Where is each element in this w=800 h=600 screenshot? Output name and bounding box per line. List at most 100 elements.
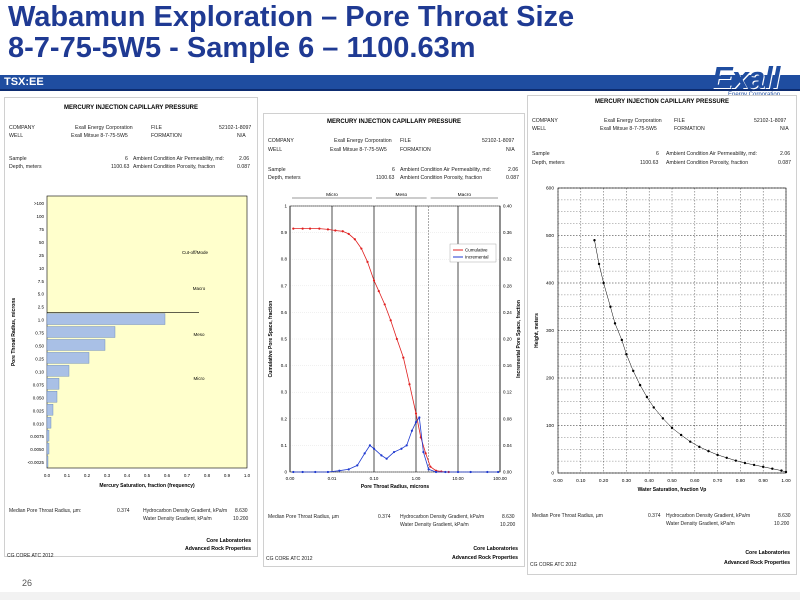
histogram-category-label: 50 bbox=[39, 240, 45, 245]
hs-x-axis-label: Water Saturation, fraction Vp bbox=[638, 487, 707, 493]
panel1-water-value: 10.200 bbox=[233, 516, 249, 522]
histogram-category-label: <0.0025 bbox=[28, 460, 45, 465]
panel1-core-arp: Advanced Rock Properties bbox=[184, 546, 251, 552]
cumulative-x-tick-label: 0.00 bbox=[286, 476, 295, 481]
cumulative-series-point bbox=[356, 464, 359, 467]
panel1-hc-value: 8.630 bbox=[235, 508, 248, 514]
hs-x-tick-label: 1.00 bbox=[781, 478, 791, 484]
cumulative-x-tick-label: 0.10 bbox=[370, 476, 379, 481]
hs-series-point bbox=[593, 239, 596, 242]
histogram-x-tick-label: 0.4 bbox=[124, 473, 131, 478]
hs-series-point bbox=[698, 445, 701, 449]
panel3-title: MERCURY INJECTION CAPILLARY PRESSURE bbox=[594, 99, 730, 105]
cumulative-y2-tick-label: 0.24 bbox=[503, 310, 512, 315]
panel1-sample-value: 6 bbox=[125, 156, 128, 162]
slide-title-line1: Wabamun Exploration – Pore Throat Size bbox=[8, 1, 575, 33]
histogram-category-label: 0.025 bbox=[33, 408, 45, 413]
panel-pore-throat-histogram: MERCURY INJECTION CAPILLARY PRESSURE COM… bbox=[4, 97, 258, 559]
panel1-poro-value: 0.087 bbox=[237, 164, 250, 170]
panel3-depth-label: Depth, meters bbox=[532, 160, 565, 166]
histogram-y-axis-label: Pore Throat Radius, microns bbox=[11, 298, 17, 367]
panel1-well-value: Exall Mitsue 8-7-75-5W5 bbox=[71, 133, 128, 139]
panel2-median-label: Median Pore Throat Radius, µm bbox=[268, 514, 339, 520]
histogram-bar bbox=[46, 352, 90, 364]
panel3-well-value: Exall Mitsue 8-7-75-5W5 bbox=[600, 126, 657, 132]
cumulative-series-point bbox=[414, 412, 418, 415]
ticker-label: TSX:EE bbox=[4, 76, 44, 88]
cumulative-y2-tick-label: 0.08 bbox=[503, 416, 512, 421]
cumulative-series-point bbox=[429, 465, 432, 468]
hs-series-point bbox=[597, 262, 601, 266]
cumulative-y-axis-label: Cumulative Pore Space, fraction bbox=[268, 301, 274, 378]
histogram-bar bbox=[46, 326, 116, 338]
slide-title-line2: 8-7-75-5W5 - Sample 6 – 1100.63m bbox=[8, 32, 476, 64]
footer-strip bbox=[0, 592, 800, 600]
panel2-sample-value: 6 bbox=[392, 167, 395, 173]
panel2-well-value: Exall Mitsue 8-7-75-5W5 bbox=[330, 147, 387, 153]
panel3-perm-value: 2.06 bbox=[780, 151, 791, 157]
histogram-category-label: 25 bbox=[39, 253, 45, 258]
panel1-water-label: Water Density Gradient, kPa/m bbox=[143, 516, 212, 522]
cumulative-y2-axis-label: Incremental Pore Space, fraction bbox=[516, 300, 522, 378]
cumulative-series-line bbox=[293, 416, 499, 473]
hs-series-point bbox=[716, 453, 719, 457]
cumulative-y-tick-label: 0.6 bbox=[281, 310, 288, 315]
hs-x-tick-label: 0.50 bbox=[667, 478, 677, 484]
histogram-category-label: 0.25 bbox=[35, 356, 44, 361]
hs-series-point bbox=[762, 465, 765, 469]
hs-series-point bbox=[689, 440, 692, 443]
histogram-bar bbox=[46, 339, 106, 351]
cumulative-series-point bbox=[392, 450, 396, 454]
histogram-x-tick-label: 0.2 bbox=[84, 473, 91, 478]
cumulative-series-point bbox=[405, 444, 408, 447]
cumulative-zone-label: Micro bbox=[326, 192, 338, 198]
cumulative-series-point bbox=[292, 227, 295, 230]
cumulative-y-tick-label: 0 bbox=[284, 470, 287, 475]
histogram-bar bbox=[46, 378, 60, 390]
hs-series-point bbox=[734, 459, 738, 462]
panel1-perm-label: Ambient Condition Air Permeability, md: bbox=[133, 156, 225, 162]
histogram-x-tick-label: 0.3 bbox=[104, 473, 111, 478]
hs-series-point bbox=[743, 461, 747, 465]
panel1-company-label: COMPANY bbox=[9, 125, 35, 131]
histogram-x-tick-label: 0.1 bbox=[64, 473, 71, 478]
panel1-file-value: 52102-1-8097 bbox=[219, 125, 252, 131]
cumulative-y-tick-label: 0.5 bbox=[281, 337, 288, 342]
histogram-x-tick-label: 0.8 bbox=[204, 473, 211, 478]
panel3-depth-value: 1100.63 bbox=[640, 160, 659, 166]
hs-x-tick-label: 0.80 bbox=[736, 478, 746, 484]
cumulative-y2-tick-label: 0.32 bbox=[503, 257, 512, 262]
hs-series-point bbox=[725, 456, 728, 459]
panel2-company-value: Exall Energy Corporation bbox=[334, 138, 392, 144]
cumulative-x-tick-label: 1.00 bbox=[412, 476, 421, 481]
panel1-company-value: Exall Energy Corporation bbox=[75, 125, 133, 131]
cumulative-y-tick-label: 0.2 bbox=[281, 416, 288, 421]
cumulative-series-point bbox=[347, 468, 350, 471]
histogram-bar bbox=[46, 442, 50, 455]
cumulative-series-point bbox=[326, 228, 330, 231]
panel1-file-label: FILE bbox=[151, 125, 162, 131]
cumulative-y2-tick-label: 0.12 bbox=[503, 390, 512, 395]
hs-series-point bbox=[632, 369, 635, 373]
panel1-sample-label: Sample bbox=[9, 156, 27, 162]
panel3-code: CG CORE ATC 2012 bbox=[530, 562, 577, 568]
hs-y-tick-label: 500 bbox=[546, 233, 554, 239]
histogram-x-tick-label: 0.0 bbox=[44, 473, 51, 478]
cumulative-series-point bbox=[377, 290, 380, 293]
panel2-hc-value: 8.630 bbox=[502, 514, 515, 520]
hs-x-tick-label: 0.70 bbox=[713, 478, 723, 484]
cumulative-x-axis-label: Pore Throat Radius, microns bbox=[361, 484, 430, 490]
cumulative-x-tick-label: 0.01 bbox=[328, 476, 337, 481]
panel3-well-label: WELL bbox=[532, 126, 547, 132]
cumulative-y-tick-label: 0.9 bbox=[281, 230, 288, 235]
histogram-annotation-meso: Meso bbox=[193, 332, 205, 337]
panel2-well-label: WELL bbox=[268, 147, 283, 153]
hs-y-tick-label: 600 bbox=[546, 186, 554, 192]
hs-y-tick-label: 200 bbox=[546, 376, 554, 382]
hs-x-tick-label: 0.10 bbox=[576, 478, 586, 484]
panel2-water-label: Water Density Gradient, kPa/m bbox=[400, 522, 469, 528]
panel2-median-value: 0.374 bbox=[378, 514, 391, 520]
hs-series-point bbox=[638, 383, 642, 387]
height-saturation-chart: 0.00 0.10 0.20 0.30 0.40 0.50 0.60 0.70 0.80 0.90… bbox=[534, 186, 791, 494]
panel3-file-value: 52102-1-8097 bbox=[754, 118, 787, 124]
